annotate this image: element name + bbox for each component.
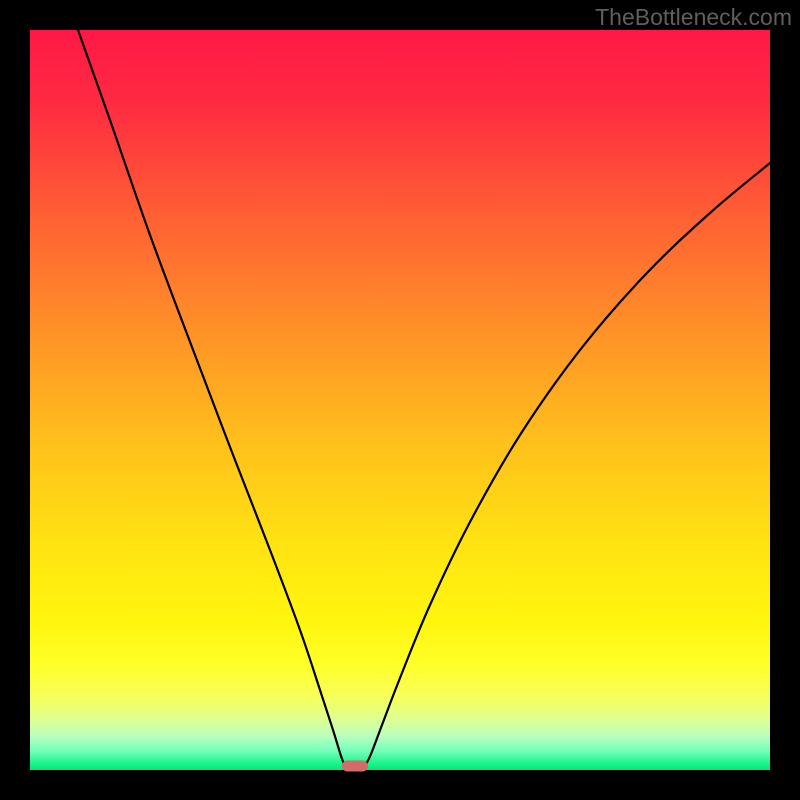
plot-background-gradient	[30, 30, 770, 770]
watermark-text: TheBottleneck.com	[595, 4, 792, 31]
bottleneck-chart	[0, 0, 800, 800]
optimal-marker	[342, 761, 368, 772]
